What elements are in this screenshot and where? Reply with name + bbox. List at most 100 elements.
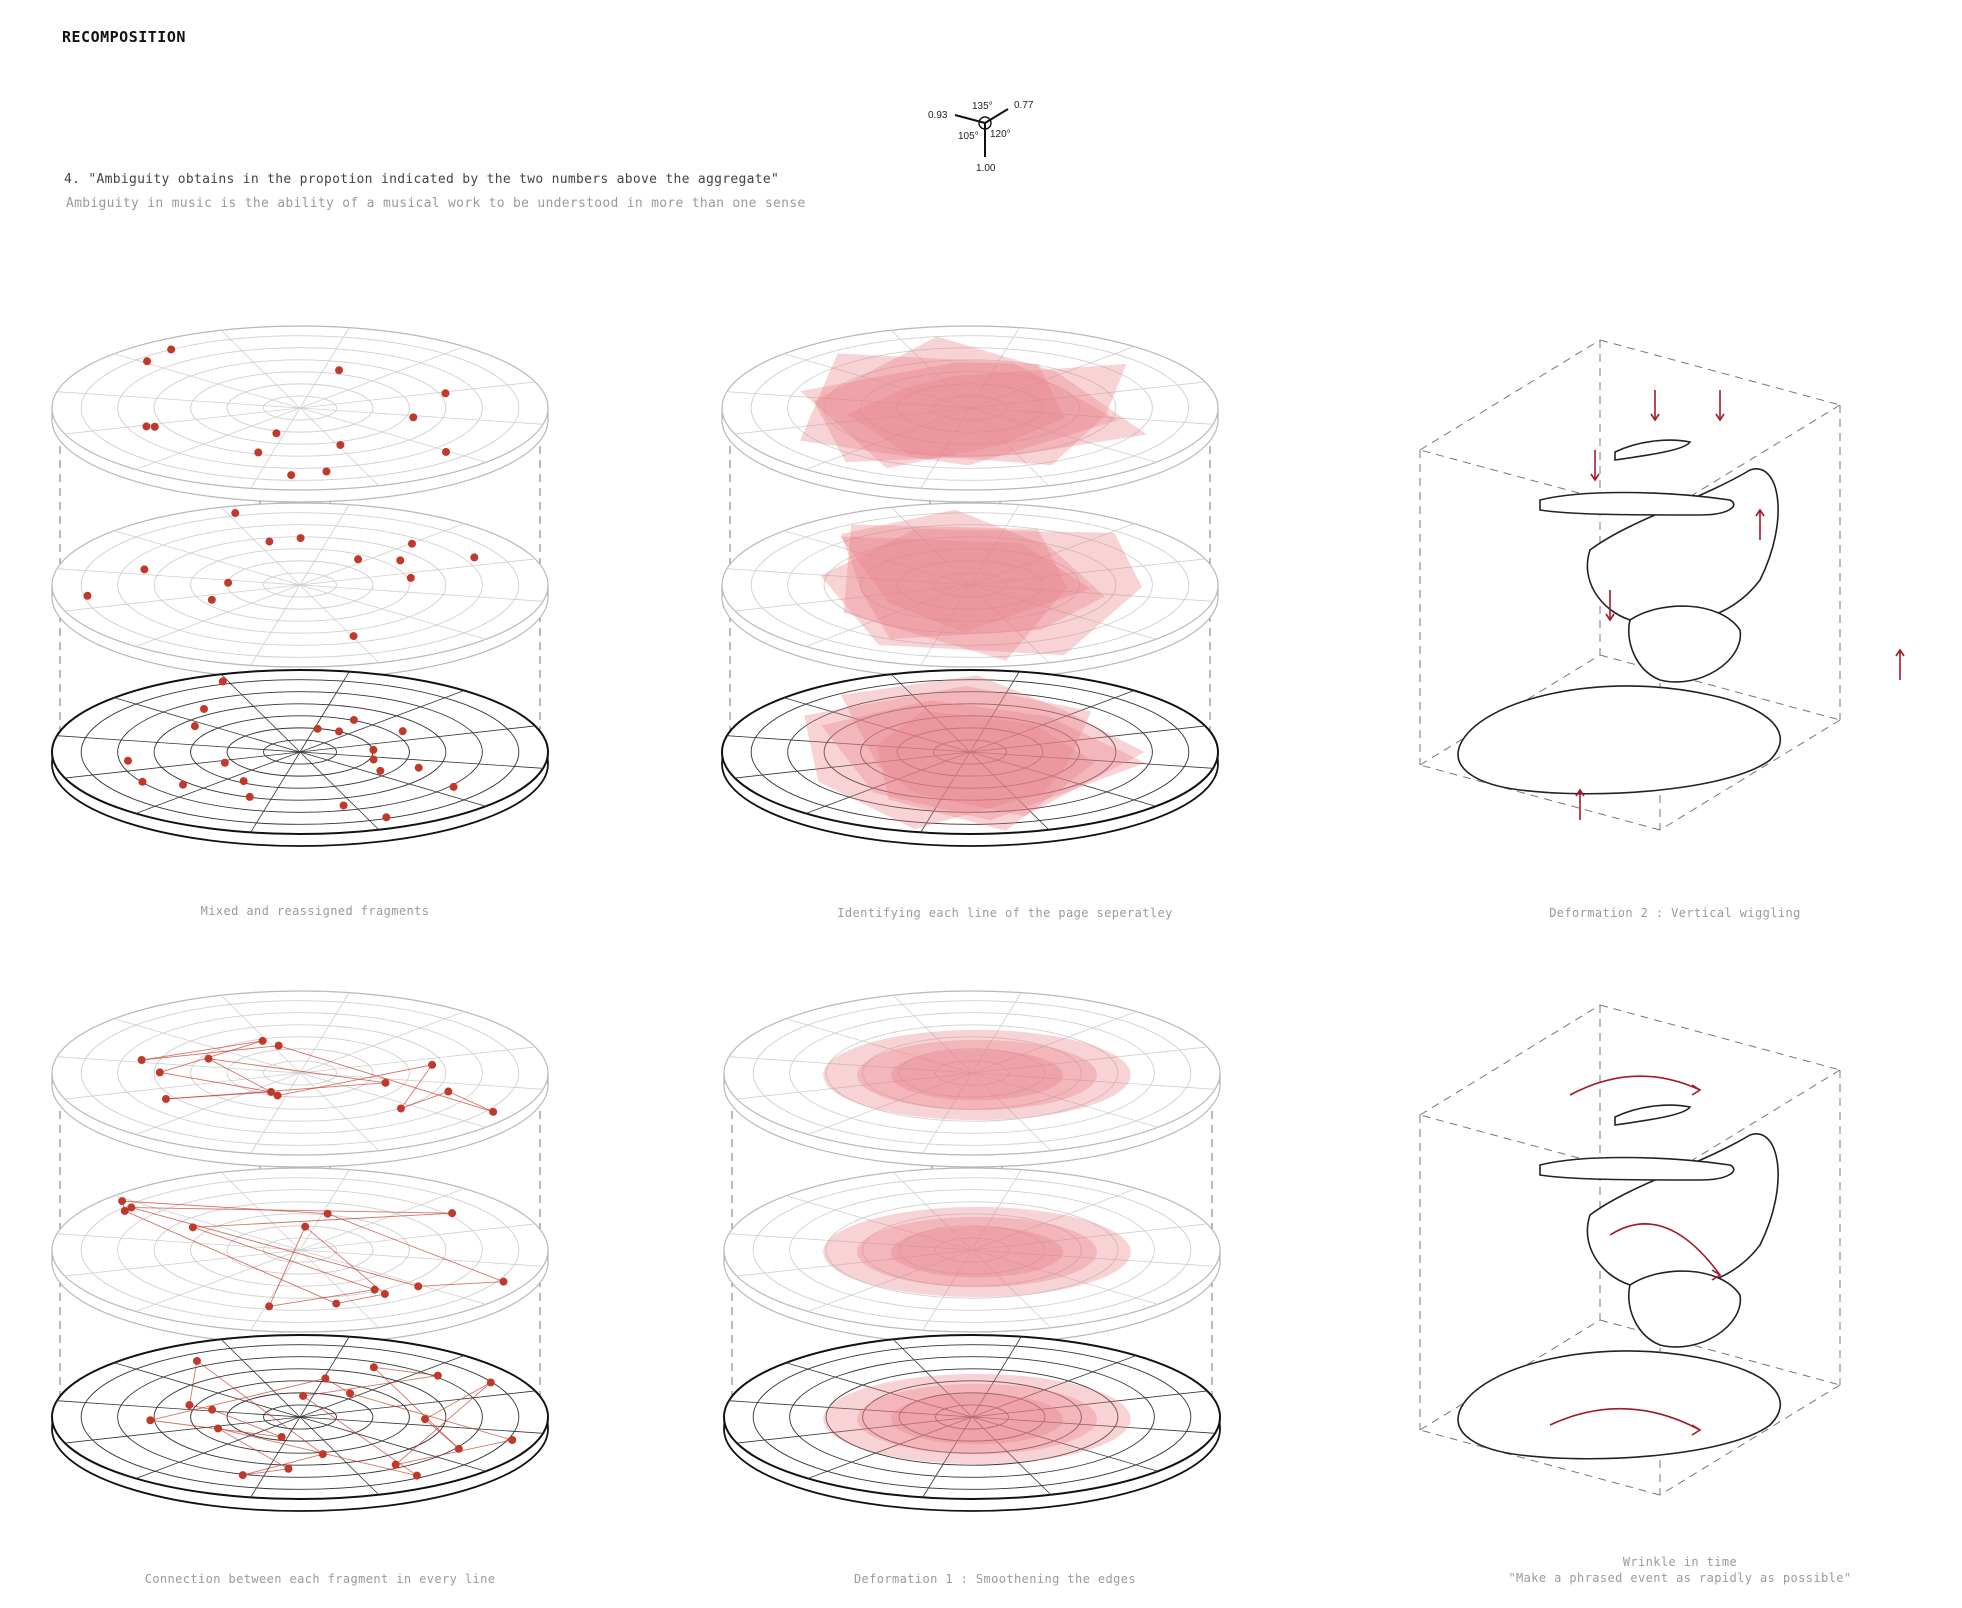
deformed-surface [1628, 605, 1742, 683]
fragment-dot [118, 1197, 127, 1206]
disc-ring [117, 524, 483, 646]
fragment-dot [167, 345, 176, 354]
disc-ring [860, 371, 1080, 445]
disc-spoke [805, 751, 971, 814]
connection-line [269, 1289, 375, 1307]
legend-top-angle: 135° [972, 101, 993, 112]
disc-spoke [969, 584, 1214, 602]
caption-p5: Deformation 1 : Smoothening the edges [853, 1572, 1137, 1586]
line-region-polygon [804, 685, 1092, 830]
fragment-dot [454, 1444, 463, 1453]
disc-ring [896, 383, 1044, 433]
disc-spoke [250, 584, 301, 666]
disc-spoke [299, 992, 350, 1074]
disc-spoke [969, 523, 1135, 586]
connection-line [349, 1392, 513, 1441]
legend-bottom-value: 1.00 [976, 163, 996, 174]
disc-spoke [220, 994, 301, 1074]
disc-ring [263, 739, 337, 765]
cube-edge [1659, 719, 1841, 831]
disc-ring [153, 1201, 447, 1299]
disc-layer-2 [51, 1167, 549, 1345]
disc-spoke [807, 1249, 973, 1312]
disc-spoke [969, 407, 1156, 463]
disc-spoke [736, 1072, 973, 1100]
disc-ring [789, 1012, 1155, 1134]
fragment-dot [380, 1289, 389, 1298]
connection-line [336, 1293, 385, 1305]
fragment-dot [140, 565, 149, 574]
legend-left-arm [954, 114, 986, 124]
disc-spoke [807, 1416, 973, 1479]
disc-ring [750, 512, 1190, 658]
disc-ring [933, 395, 1007, 421]
smoothed-region [857, 1039, 1097, 1111]
connection-line [373, 1366, 438, 1377]
curved-arrow [1609, 1223, 1722, 1281]
disc-spoke [56, 735, 301, 753]
disc-layer-2 [723, 1167, 1221, 1345]
disc-spoke [969, 751, 1214, 769]
disc-layer-3 [51, 669, 549, 847]
smoothed-region [823, 1373, 1131, 1465]
disc-ring [862, 1380, 1082, 1454]
disc-ring [190, 1380, 410, 1454]
connection-line [188, 1360, 198, 1406]
legend-left-value: 0.93 [928, 110, 948, 121]
disc-ring [190, 371, 410, 445]
disc-ring [263, 572, 337, 598]
connection-line [208, 1058, 386, 1084]
fragment-dot [336, 440, 345, 449]
disc-spoke [920, 584, 971, 666]
disc-ring [862, 1036, 1082, 1110]
fragment-dot [448, 1209, 457, 1218]
disc-spoke [220, 329, 301, 409]
disc-spoke [135, 751, 301, 814]
disc-ring [752, 1344, 1192, 1490]
fragment-dot [254, 448, 263, 457]
disc-spoke [114, 530, 301, 586]
fragment-dot [220, 758, 229, 767]
disc-spoke [890, 673, 971, 753]
disc-spoke [920, 407, 971, 489]
disc-spoke [971, 1416, 1216, 1434]
vertical-arrow [1605, 590, 1615, 622]
disc-ring [860, 548, 1080, 622]
connection-line [304, 1226, 386, 1295]
disc-spoke [299, 1046, 536, 1074]
vertical-arrow [1590, 450, 1600, 482]
line-region-polygon [839, 536, 1091, 633]
disc-spoke [969, 751, 1156, 807]
fragment-dot [354, 555, 363, 564]
smoothed-region [890, 1226, 1064, 1278]
disc-spoke [135, 407, 301, 470]
connection-line [424, 1382, 491, 1420]
fragment-dot [370, 1285, 379, 1294]
connection-line [159, 1071, 272, 1093]
disc-ring [825, 1201, 1119, 1299]
fragment-dot [396, 556, 405, 565]
disc-spoke [299, 381, 536, 409]
disc-ring [823, 359, 1117, 457]
fragment-dot [245, 792, 254, 801]
connection-line [131, 1207, 453, 1214]
disc-spoke [299, 558, 536, 586]
fragment-dot [391, 1460, 400, 1469]
connection-line [395, 1382, 492, 1465]
fragment-dot [265, 537, 274, 546]
vertical-arrow [1715, 390, 1725, 422]
line-region-polygon [821, 700, 1146, 821]
disc-spoke [299, 751, 544, 769]
connection-line [208, 1058, 278, 1096]
disc-ring [750, 335, 1190, 481]
curved-arrow [1569, 1075, 1702, 1096]
disc-spoke [299, 1072, 544, 1090]
disc-ring [80, 679, 520, 825]
caption-p2: Identifying each line of the page sepera… [837, 906, 1173, 920]
disc-layer-3 [723, 1334, 1221, 1512]
smoothed-region [823, 1206, 1131, 1298]
fragment-dot [161, 1094, 170, 1103]
connection-line [150, 1377, 326, 1421]
disc-ring [789, 1189, 1155, 1311]
fragment-dot [406, 573, 415, 582]
